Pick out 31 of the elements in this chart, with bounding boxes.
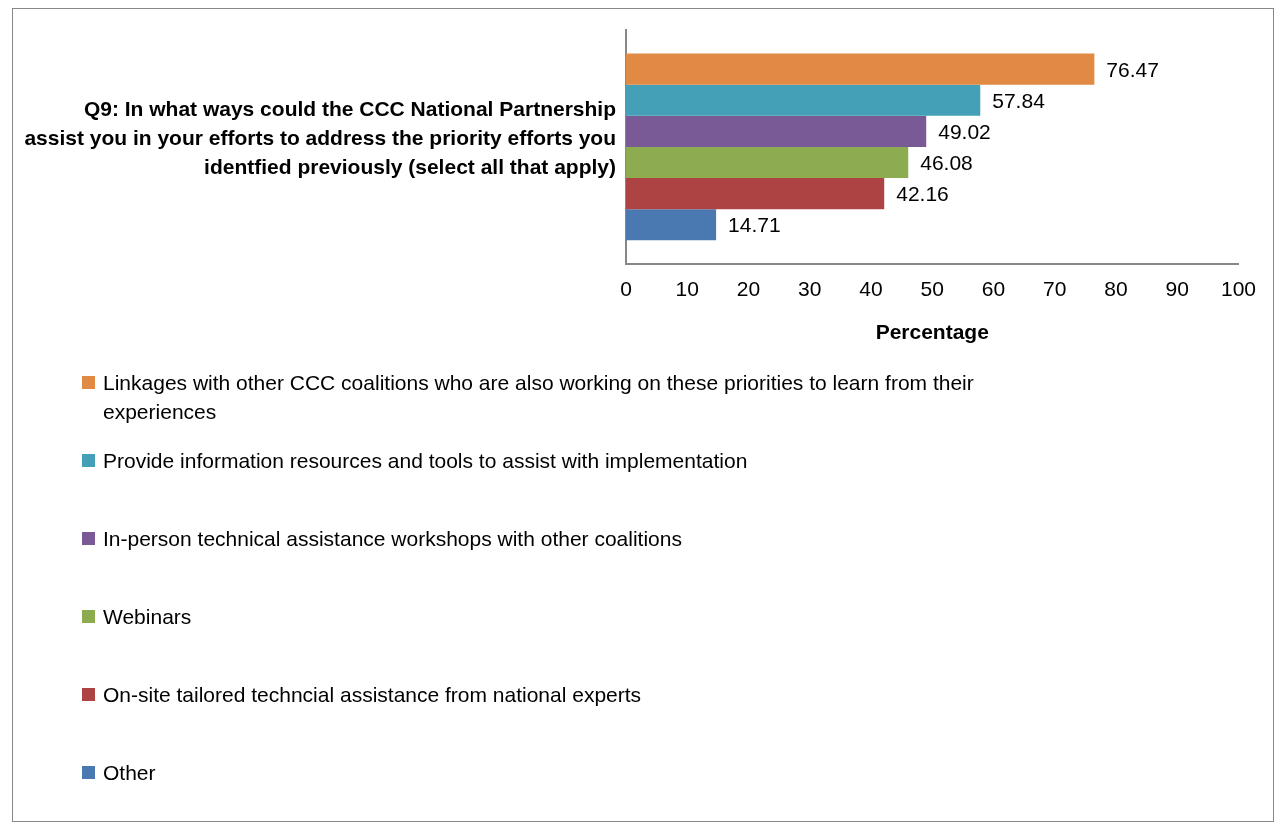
x-axis-title: Percentage (875, 320, 989, 344)
x-tick-label: 100 (1220, 277, 1256, 300)
data-label: 46.08 (920, 151, 973, 175)
x-tick-label: 80 (1104, 277, 1128, 300)
x-tick-label: 70 (1043, 277, 1067, 300)
data-label: 42.16 (896, 182, 949, 206)
data-label: 57.84 (992, 89, 1046, 113)
legend-label: Provide information resources and tools to assist with implementation (103, 448, 749, 474)
x-tick-label: 40 (859, 277, 883, 300)
x-tick-label: 30 (798, 277, 822, 300)
legend-label: Webinars (103, 604, 193, 630)
x-tick-label: 20 (736, 277, 761, 300)
legend-label: Other (103, 760, 157, 786)
legend-label: On-site tailored techncial assistance from national experts (103, 682, 643, 708)
x-tick-label: 90 (1165, 277, 1189, 300)
x-tick-label: 60 (981, 277, 1006, 300)
bar (626, 115, 927, 147)
bar (626, 146, 909, 179)
bar (626, 53, 1095, 85)
bar (626, 178, 885, 210)
bar (626, 209, 717, 241)
bar (626, 84, 981, 116)
data-label: 49.02 (938, 120, 991, 144)
x-tick-label: 50 (920, 277, 944, 300)
x-tick-label: 0 (620, 277, 632, 300)
text: Q9: In what ways could the CCC National Partnership assist you in your efforts to address the priority efforts you identfied previously (select all that apply) (23, 96, 616, 180)
data-label: 14.71 (728, 213, 781, 237)
x-tick-label: 10 (675, 277, 699, 300)
legend-label: In-person technical assistance workshops with other coalitions (103, 526, 683, 552)
legend-label: Linkages with other CCC coalitions who are also working on these priorities to learn from their experiences (103, 370, 975, 425)
data-label: 76.47 (1106, 57, 1159, 81)
